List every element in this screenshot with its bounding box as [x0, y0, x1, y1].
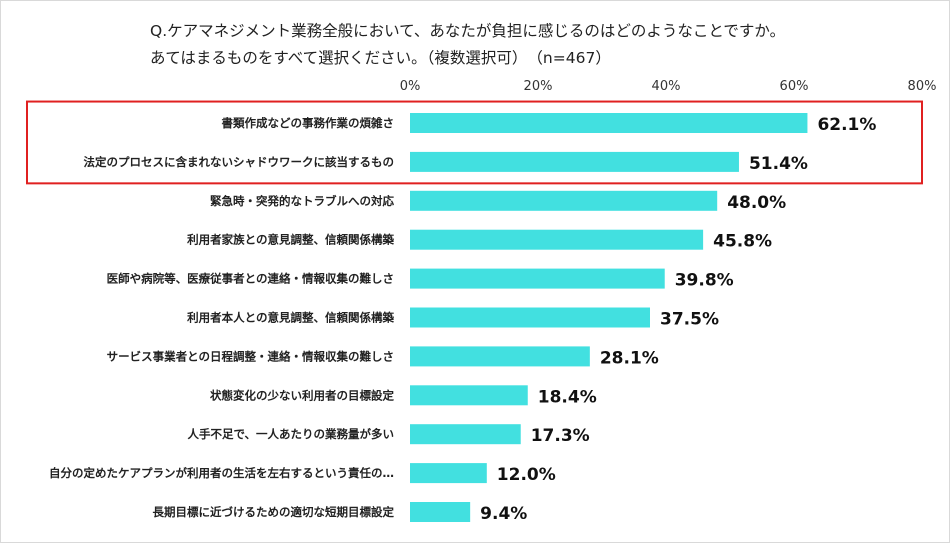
category-label: サービス事業者との日程調整・連絡・情報収集の難しさ: [107, 349, 394, 363]
bar: [410, 385, 528, 406]
bar: [410, 151, 739, 172]
data-label: 62.1%: [817, 115, 876, 135]
category-label: 長期目標に近づけるための適切な短期目標設定: [153, 505, 395, 519]
category-label: 人手不足で、一人あたりの業務量が多い: [187, 427, 394, 441]
title-line-1: Q.ケアマネジメント業務全般において、あなたが負担に感じるのはどのようなことです…: [150, 22, 786, 40]
x-tick-label: 60%: [780, 79, 809, 94]
category-label: 医師や病院等、医療従事者との連絡・情報収集の難しさ: [107, 272, 394, 286]
category-label: 利用者家族との意見調整、信頼関係構築: [186, 233, 394, 247]
x-tick-label: 0%: [400, 79, 421, 94]
category-label: 自分の定めたケアプランが利用者の生活を左右するという責任の…: [49, 466, 394, 480]
bar: [410, 346, 590, 367]
x-tick-label: 80%: [908, 79, 937, 94]
bar: [410, 307, 650, 328]
bar: [410, 463, 487, 484]
bar: [410, 502, 471, 522]
data-label: 51.4%: [749, 154, 808, 174]
data-label: 37.5%: [660, 310, 719, 330]
data-label: 45.8%: [713, 232, 772, 252]
highlight-box: [26, 100, 923, 185]
data-label: 17.3%: [531, 426, 590, 446]
x-tick-label: 40%: [652, 79, 681, 94]
data-label: 9.4%: [480, 504, 527, 524]
category-label: 書類作成などの事務作業の煩雑さ: [222, 116, 395, 130]
bar: [410, 190, 718, 211]
title-line-2: あてはまるものをすべて選択ください。（複数選択可） （n=467）: [150, 49, 611, 67]
category-label: 緊急時・突発的なトラブルへの対応: [210, 194, 394, 208]
bar: [410, 424, 521, 445]
bar: [410, 229, 704, 250]
bar: [410, 268, 665, 289]
category-label: 利用者本人との意見調整、信頼関係構築: [186, 311, 394, 325]
category-label: 法定のプロセスに含まれないシャドウワークに該当するもの: [84, 155, 395, 169]
chart-title: Q.ケアマネジメント業務全般において、あなたが負担に感じるのはどのようなことです…: [150, 18, 940, 72]
data-label: 48.0%: [727, 193, 786, 213]
data-label: 39.8%: [675, 271, 734, 291]
category-label: 状態変化の少ない利用者の目標設定: [210, 388, 394, 402]
data-label: 28.1%: [600, 348, 659, 368]
data-label: 12.0%: [497, 465, 556, 485]
x-tick-label: 20%: [524, 79, 553, 94]
bar: [410, 113, 808, 133]
data-label: 18.4%: [538, 387, 597, 407]
